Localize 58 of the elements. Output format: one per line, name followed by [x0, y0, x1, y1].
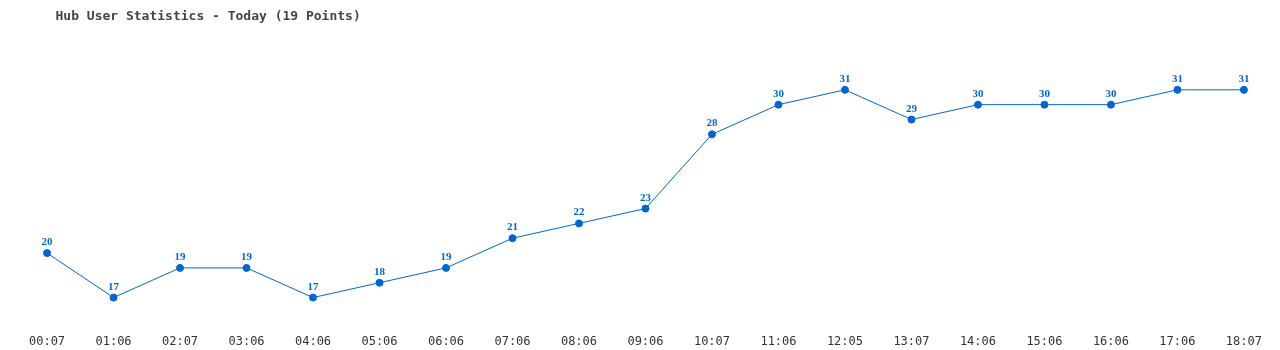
x-tick-label: 02:07: [161, 333, 199, 348]
point: [109, 293, 118, 302]
data-label: 29: [905, 101, 918, 114]
point: [1040, 100, 1049, 109]
chart-title: Hub User Statistics - Today (19 Points): [55, 7, 361, 23]
x-tick-label: 11:06: [760, 333, 797, 348]
data-label: 23: [639, 190, 652, 203]
point: [774, 100, 783, 109]
data-label: 28: [706, 116, 718, 129]
data-label: 30: [1038, 86, 1051, 99]
point: [1106, 100, 1115, 109]
data-label: 17: [108, 279, 120, 292]
x-tick-label: 05:06: [361, 333, 398, 348]
point: [840, 85, 849, 94]
point: [1173, 85, 1182, 94]
data-label: 31: [1171, 71, 1183, 84]
data-label: 19: [440, 249, 453, 262]
data-label: 17: [307, 279, 320, 292]
point: [375, 278, 384, 287]
point: [176, 263, 185, 272]
x-tick-label: 12:05: [826, 333, 864, 348]
x-tick-label: 10:07: [693, 333, 731, 348]
x-tick-label: 16:06: [1092, 333, 1130, 348]
x-tick-label: 14:06: [959, 333, 997, 348]
data-label: 18: [374, 264, 386, 277]
point: [641, 204, 650, 213]
x-tick-label: 06:06: [427, 333, 465, 348]
point: [973, 100, 982, 109]
point: [242, 263, 251, 272]
point: [574, 219, 583, 228]
x-tick-label: 00:07: [28, 333, 66, 348]
x-tick-label: 09:06: [627, 333, 664, 348]
point: [442, 263, 451, 272]
data-label: 22: [573, 205, 585, 218]
data-label: 31: [1238, 71, 1250, 84]
data-label: 20: [41, 235, 54, 248]
point: [43, 249, 52, 258]
x-tick-label: 08:06: [560, 333, 598, 348]
data-label: 21: [507, 220, 518, 233]
point: [907, 115, 916, 124]
x-tick-label: 07:06: [494, 333, 531, 348]
x-tick-label: 04:06: [294, 333, 332, 348]
point: [1239, 85, 1248, 94]
data-label: 30: [972, 86, 984, 99]
data-label: 19: [174, 249, 187, 262]
x-tick-label: 03:06: [228, 333, 265, 348]
point: [508, 234, 517, 243]
x-tick-label: 01:06: [95, 333, 132, 348]
data-label: 31: [839, 71, 851, 84]
data-label: 30: [1105, 86, 1117, 99]
point: [309, 293, 318, 302]
point: [707, 130, 716, 139]
x-tick-label: 13:07: [893, 333, 930, 348]
x-tick-label: 15:06: [1026, 333, 1063, 348]
x-tick-label: 18:07: [1225, 333, 1262, 348]
x-tick-label: 17:06: [1159, 333, 1196, 348]
data-label: 30: [772, 86, 785, 99]
data-label: 19: [241, 249, 253, 262]
